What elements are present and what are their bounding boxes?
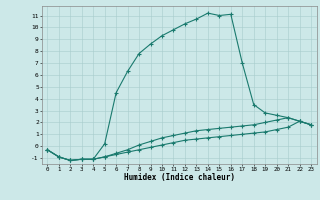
X-axis label: Humidex (Indice chaleur): Humidex (Indice chaleur) — [124, 173, 235, 182]
